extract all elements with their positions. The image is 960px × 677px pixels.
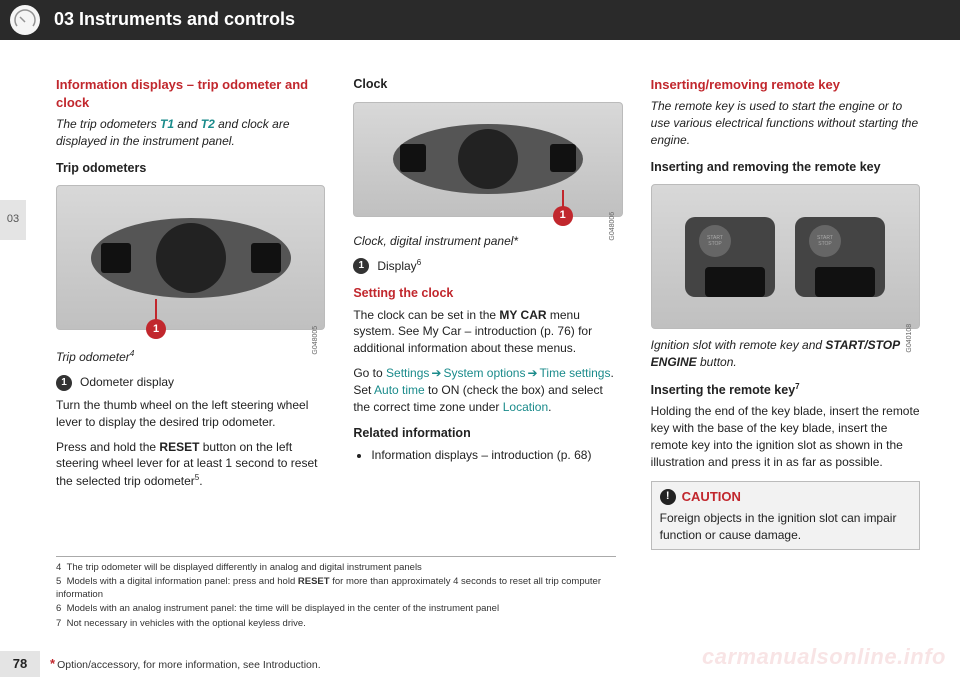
subheading: Trip odometers [56,160,325,178]
watermark: carmanualsonline.info [702,642,946,673]
footnote: 4 The trip odometer will be displayed di… [56,561,616,574]
footnotes: 4 The trip odometer will be displayed di… [56,556,616,631]
figure-trip-odometer: 1 G048005 [56,185,325,330]
related-list: Information displays – introduction (p. … [353,447,622,464]
intro-text: The trip odometers T1 and T2 and clock a… [56,116,325,150]
image-code: G040108 [905,324,915,353]
caution-text: Foreign objects in the ignition slot can… [660,510,911,544]
footer-note: *Option/accessory, for more information,… [50,655,321,673]
chapter-tab: 03 [0,200,26,240]
paragraph: Go to Settings➔System options➔Time setti… [353,365,622,415]
caution-icon: ! [660,489,676,505]
header-title: 03 Instruments and controls [54,7,295,32]
figure-caption: Ignition slot with remote key and START/… [651,337,920,371]
marker-dot: 1 [56,375,72,391]
caution-header: ! CAUTION [660,488,911,506]
marker-text: Odometer display [80,374,174,391]
image-code: G048006 [608,212,618,241]
asterisk-icon: * [50,656,55,671]
section-heading: Setting the clock [353,285,622,303]
callout-marker: 1 [146,319,166,339]
footnote: 7 Not necessary in vehicles with the opt… [56,617,616,630]
column-3: Inserting/removing remote key The remote… [651,76,920,550]
figure-caption: Trip odometer4 [56,348,325,366]
subheading: Clock [353,76,622,94]
figure-remote-key: STARTSTOP STARTSTOP G040108 [651,184,920,329]
marker-line: 1 Display6 [353,257,622,275]
caution-box: ! CAUTION Foreign objects in the ignitio… [651,481,920,551]
paragraph: The clock can be set in the MY CAR menu … [353,307,622,357]
svg-text:STOP: STOP [709,241,723,247]
svg-text:STOP: STOP [819,241,833,247]
section-heading: Inserting/removing remote key [651,76,920,94]
caution-label: CAUTION [682,488,741,506]
figure-clock: 1 G048006 [353,102,622,217]
footnote: 6 Models with an analog instrument panel… [56,602,616,615]
marker-text: Display6 [377,257,421,275]
subheading: Inserting and removing the remote key [651,159,920,177]
column-1: Information displays – trip odometer and… [56,76,325,550]
paragraph: Press and hold the RESET button on the l… [56,439,325,490]
paragraph: Turn the thumb wheel on the left steerin… [56,397,325,431]
marker-line: 1 Odometer display [56,374,325,391]
page-header: 03 Instruments and controls [0,0,960,40]
figure-caption: Clock, digital instrument panel* [353,233,622,250]
image-code: G048005 [311,325,321,354]
column-2: Clock 1 G048006 Clock, digital instrumen… [353,76,622,550]
intro-text: The remote key is used to start the engi… [651,98,920,148]
callout-marker: 1 [553,206,573,226]
list-item: Information displays – introduction (p. … [371,447,622,464]
page: 03 Instruments and controls 03 Informati… [0,0,960,677]
content-area: Information displays – trip odometer and… [0,40,960,550]
marker-dot: 1 [353,258,369,274]
section-heading: Information displays – trip odometer and… [56,76,325,112]
page-number: 78 [0,651,40,677]
gauge-icon [10,5,40,35]
footnote: 5 Models with a digital information pane… [56,575,616,602]
subheading: Inserting the remote key7 [651,381,920,400]
subheading: Related information [353,425,622,443]
paragraph: Holding the end of the key blade, insert… [651,403,920,470]
